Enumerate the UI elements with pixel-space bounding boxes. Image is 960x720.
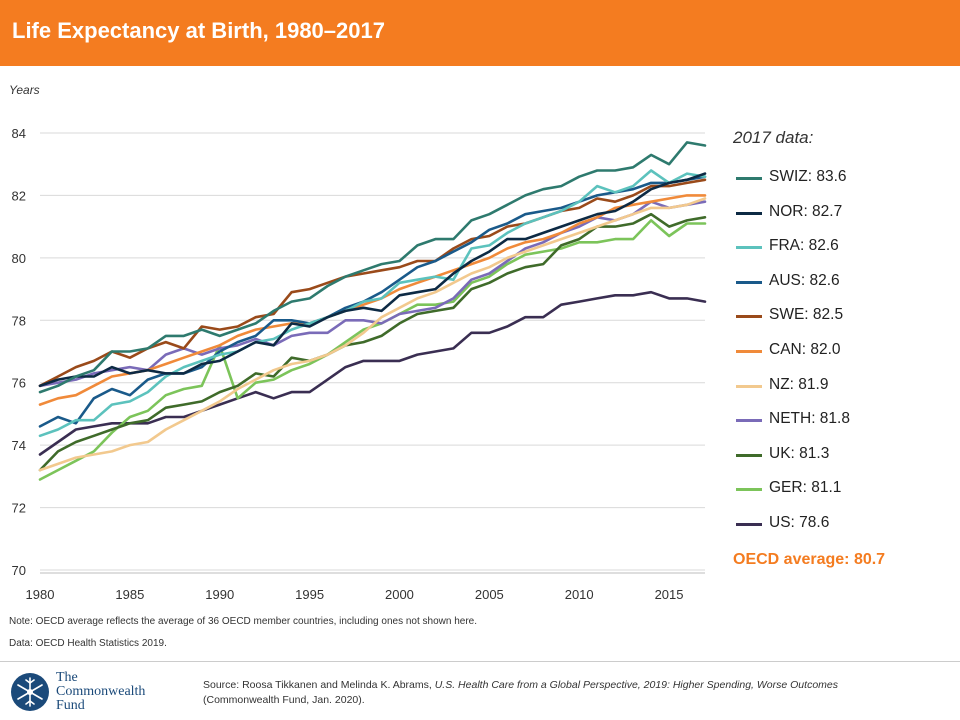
legend-label: NETH: 81.8 — [769, 410, 850, 428]
legend-item: FRA: 82.6 — [736, 235, 956, 270]
x-tick-label: 2005 — [475, 587, 504, 602]
y-tick-label: 78 — [12, 313, 26, 328]
x-tick-label: 2015 — [655, 587, 684, 602]
legend-item: AUS: 82.6 — [736, 270, 956, 305]
legend-label: NZ: 81.9 — [769, 375, 829, 393]
legend-label: SWE: 82.5 — [769, 306, 844, 324]
legend-item: SWIZ: 83.6 — [736, 166, 956, 201]
legend-item: NETH: 81.8 — [736, 408, 956, 443]
note-text: Note: OECD average reflects the average … — [9, 616, 478, 627]
source-title: U.S. Health Care from a Global Perspecti… — [434, 679, 838, 691]
legend-title: 2017 data: — [733, 128, 814, 147]
legend-swatch — [736, 246, 762, 250]
legend-item: SWE: 82.5 — [736, 304, 956, 339]
legend-item: US: 78.6 — [736, 512, 956, 547]
x-tick-label: 1990 — [205, 587, 234, 602]
series-line-swe — [38, 178, 707, 388]
x-tick-label: 1995 — [295, 587, 324, 602]
legend-item: CAN: 82.0 — [736, 339, 956, 374]
series-line-uk — [38, 212, 707, 472]
oecd-average-label: OECD average: 80.7 — [733, 551, 886, 568]
chart-title: Life Expectancy at Birth, 1980–2017 — [12, 18, 385, 43]
legend-swatch — [736, 211, 762, 215]
legend-swatch — [736, 453, 762, 457]
logo-line-1: The — [56, 670, 78, 685]
legend-label: GER: 81.1 — [769, 479, 842, 497]
footer-divider — [0, 661, 960, 662]
y-tick-label: 82 — [12, 188, 26, 203]
legend-swatch — [736, 177, 762, 180]
legend-item: GER: 81.1 — [736, 477, 956, 512]
legend-swatch — [736, 488, 762, 492]
x-tick-label: 1985 — [115, 587, 144, 602]
y-tick-label: 72 — [12, 501, 26, 516]
title-bar: Life Expectancy at Birth, 1980–2017 — [0, 0, 960, 66]
legend-label: CAN: 82.0 — [769, 340, 841, 358]
source-prefix: Source: Roosa Tikkanen and Melinda K. Ab… — [203, 679, 435, 691]
legend: SWIZ: 83.6 NOR: 82.7 FRA: 82.6 AUS: 82.6 SWE… — [736, 166, 956, 547]
x-tick-label: 1980 — [26, 587, 55, 602]
legend-swatch — [736, 522, 762, 526]
legend-item: UK: 81.3 — [736, 443, 956, 478]
series-line-us — [38, 290, 707, 456]
legend-item: NOR: 82.7 — [736, 201, 956, 236]
series-line-nz — [38, 197, 707, 472]
legend-label: FRA: 82.6 — [769, 237, 839, 255]
series-line-aus — [38, 175, 707, 428]
legend-swatch — [736, 315, 762, 319]
legend-label: US: 78.6 — [769, 513, 830, 531]
legend-swatch — [736, 419, 762, 423]
x-tick-label: 2010 — [565, 587, 594, 602]
y-tick-label: 80 — [12, 251, 26, 266]
line-chart: Years 70 72 74 76 78 80 82 84 1980 1985 1990 1995 200… — [9, 83, 707, 602]
legend-label: UK: 81.3 — [769, 444, 830, 462]
commonwealth-fund-logo-icon — [11, 673, 49, 711]
y-tick-label: 76 — [12, 376, 26, 391]
logo-wordmark: The Commonwealth Fund — [56, 671, 145, 713]
series-line-can — [38, 194, 707, 406]
series-line-neth — [38, 200, 707, 388]
y-axis-label: Years — [9, 83, 40, 97]
legend-label: NOR: 82.7 — [769, 202, 843, 220]
y-tick-label: 70 — [12, 563, 26, 578]
series-line-swiz — [38, 141, 707, 394]
legend-item: NZ: 81.9 — [736, 374, 956, 409]
y-tick-label: 84 — [12, 126, 26, 141]
legend-label: SWIZ: 83.6 — [769, 168, 847, 185]
x-tick-label: 2000 — [385, 587, 414, 602]
y-tick-label: 74 — [12, 438, 26, 453]
logo-line-3: Fund — [56, 698, 85, 713]
logo-line-2: Commonwealth — [56, 684, 146, 699]
legend-swatch — [736, 384, 762, 388]
source-citation: Source: Roosa Tikkanen and Melinda K. Ab… — [203, 678, 923, 708]
source-suffix: (Commonwealth Fund, Jan. 2020). — [203, 694, 365, 706]
data-source-text: Data: OECD Health Statistics 2019. — [9, 638, 167, 649]
series-line-nor — [38, 172, 707, 388]
legend-label: AUS: 82.6 — [769, 271, 840, 289]
series-line-fra — [38, 169, 707, 438]
legend-swatch — [736, 349, 762, 353]
legend-swatch — [736, 280, 762, 284]
